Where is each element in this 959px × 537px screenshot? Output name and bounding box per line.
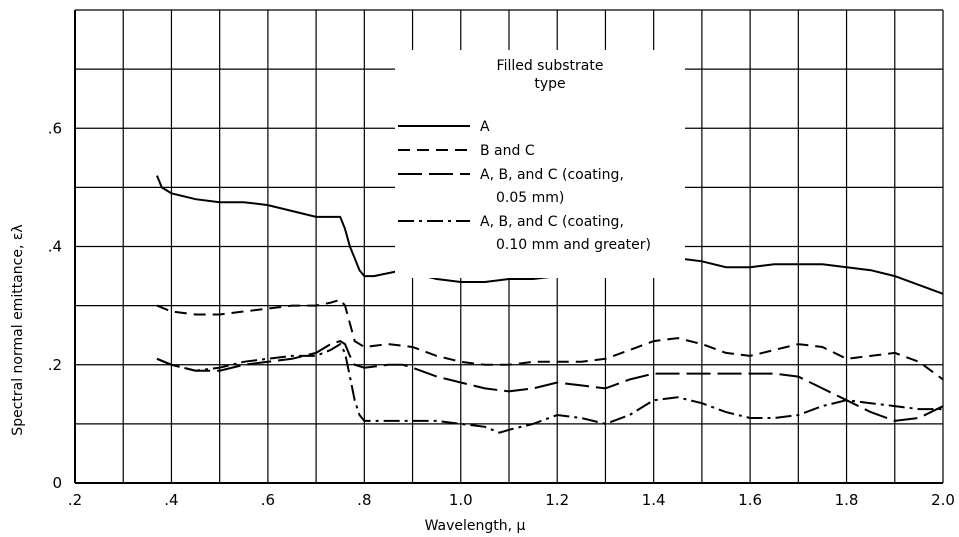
y-axis-label: Spectral normal emittance, ελ [10, 224, 26, 435]
x-tick-label: 1.0 [449, 491, 473, 509]
legend-label-3-cont: 0.05 mm) [496, 190, 564, 206]
x-tick-label: 1.6 [738, 491, 762, 509]
x-tick-label: .8 [357, 491, 371, 509]
x-tick-label: 2.0 [931, 491, 955, 509]
tick-labels: .2 .4 .6 .8 1.0 1.2 1.4 1.6 1.8 2.0 0 .2 .4 .6 [48, 119, 955, 509]
x-tick-label: 1.8 [835, 491, 859, 509]
legend-label-4: A, B, and C (coating, [480, 214, 624, 230]
x-tick-label: .2 [68, 491, 82, 509]
legend: Filled substrate type A B and C A, B, and … [395, 50, 685, 278]
legend-background [395, 50, 685, 278]
x-tick-label: 1.2 [545, 491, 569, 509]
series-line-1 [156, 175, 944, 295]
legend-label-1: A [480, 119, 490, 135]
series-line-2 [156, 298, 944, 381]
y-tick-label: .6 [48, 119, 62, 137]
series-line-3 [156, 340, 944, 422]
y-tick-label: .2 [48, 356, 62, 374]
legend-label-3: A, B, and C (coating, [480, 167, 624, 183]
x-tick-label: .4 [164, 491, 178, 509]
x-tick-label: 1.4 [642, 491, 666, 509]
legend-title-line1: Filled substrate [497, 58, 604, 74]
x-tick-label: .6 [261, 491, 275, 509]
legend-title-line2: type [534, 76, 565, 92]
x-axis-label: Wavelength, μ [425, 518, 526, 534]
legend-entries: A B and C A, B, and C (coating, 0.05 mm) A, … [398, 119, 651, 253]
legend-label-4-cont: 0.10 mm and greater) [496, 237, 651, 253]
series-line-4 [156, 342, 943, 434]
legend-label-2: B and C [480, 143, 535, 159]
y-tick-label: .4 [48, 238, 62, 256]
series-group [156, 175, 944, 434]
y-tick-label: 0 [52, 474, 62, 492]
axes [74, 10, 943, 484]
